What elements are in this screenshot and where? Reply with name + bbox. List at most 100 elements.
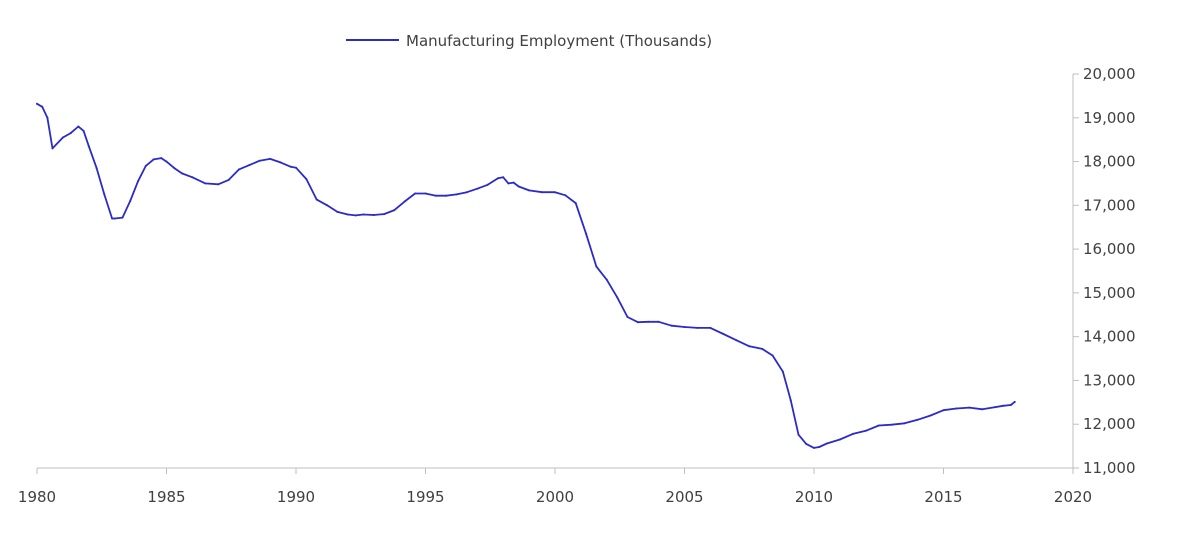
x-tick-label: 2005	[665, 488, 703, 506]
data-point	[696, 326, 699, 329]
data-point	[781, 370, 784, 373]
data-point	[61, 136, 64, 139]
data-point	[789, 399, 792, 402]
x-tick-label: 2015	[924, 488, 962, 506]
data-point	[152, 158, 155, 161]
data-point	[362, 213, 365, 216]
data-point	[616, 296, 619, 299]
x-tick-label: 1995	[406, 488, 444, 506]
data-point	[46, 116, 49, 119]
data-point	[173, 167, 176, 170]
x-tick-label: 1980	[18, 488, 56, 506]
data-point	[95, 167, 98, 170]
data-point	[512, 181, 515, 184]
data-point	[238, 168, 240, 171]
y-tick-label: 18,000	[1083, 153, 1136, 171]
data-point	[113, 217, 116, 220]
data-point	[1013, 400, 1016, 403]
data-point	[82, 129, 85, 132]
data-point	[41, 105, 44, 108]
data-point	[554, 191, 556, 194]
data-point	[486, 183, 489, 186]
data-point	[683, 326, 686, 328]
data-point	[864, 429, 867, 432]
data-point	[636, 321, 639, 324]
axes	[37, 74, 1074, 469]
data-point	[564, 194, 567, 197]
data-point	[528, 189, 531, 192]
data-point	[838, 438, 841, 441]
data-point	[372, 214, 375, 216]
data-point	[541, 191, 543, 194]
data-point	[574, 202, 577, 205]
x-tick-label: 1985	[147, 488, 185, 506]
data-point	[813, 446, 815, 449]
data-point	[647, 320, 650, 323]
y-tick-label: 12,000	[1083, 415, 1136, 433]
legend: Manufacturing Employment (Thousands)	[346, 32, 712, 50]
data-point	[735, 339, 738, 342]
data-point	[424, 192, 427, 195]
data-point	[722, 333, 725, 335]
data-point	[336, 210, 339, 213]
data-point	[605, 278, 608, 281]
data-point	[476, 187, 479, 190]
data-point	[585, 232, 588, 235]
data-point	[137, 180, 139, 183]
data-point	[295, 166, 297, 169]
y-tick-label: 16,000	[1083, 240, 1136, 258]
data-point	[968, 406, 971, 409]
data-point	[455, 193, 458, 196]
x-axis-ticks: 1980 1985 1990 1995 2000 2005 2010 2015 2020	[18, 468, 1092, 506]
data-point	[797, 433, 800, 436]
y-tick-label: 13,000	[1083, 371, 1136, 389]
data-point	[204, 182, 207, 185]
data-point	[305, 178, 308, 181]
data-point	[129, 200, 132, 202]
data-point	[497, 177, 499, 180]
data-point	[269, 157, 272, 160]
data-point	[289, 165, 292, 168]
y-tick-label: 19,000	[1083, 109, 1136, 127]
data-point	[191, 176, 194, 179]
y-tick-label: 14,000	[1083, 328, 1136, 346]
data-point	[517, 185, 520, 188]
data-point	[903, 422, 906, 425]
data-point	[227, 178, 230, 181]
data-point	[981, 408, 984, 411]
data-point	[465, 191, 468, 194]
data-point	[595, 265, 598, 268]
data-point	[890, 423, 893, 426]
data-point	[217, 183, 220, 186]
data-point	[181, 172, 183, 175]
data-point	[657, 320, 660, 323]
y-tick-label: 15,000	[1083, 284, 1136, 302]
data-point	[326, 204, 329, 207]
data-point	[670, 324, 673, 327]
data-point	[805, 442, 808, 445]
data-point	[825, 442, 828, 445]
y-axis-ticks: 11,000 12,000 13,000 14,000 15,000 16,000 17,0…	[1073, 65, 1136, 477]
x-tick-label: 2010	[795, 488, 833, 506]
data-point	[69, 132, 72, 135]
data-point	[507, 182, 510, 185]
data-point	[279, 161, 282, 164]
data-point	[877, 424, 880, 427]
x-tick-label: 2020	[1054, 488, 1092, 506]
data-point	[414, 192, 417, 195]
data-point	[942, 409, 945, 412]
data-point	[144, 164, 147, 167]
data-point	[748, 345, 751, 348]
data-point	[346, 213, 349, 216]
data-point	[1002, 404, 1005, 407]
data-point	[502, 176, 505, 179]
data-point	[315, 198, 318, 201]
data-point	[160, 157, 163, 160]
data-point	[36, 102, 38, 105]
data-point	[851, 432, 854, 435]
data-point	[626, 316, 629, 318]
data-point	[955, 407, 958, 410]
series-line-0	[36, 102, 1016, 449]
data-point	[403, 200, 406, 203]
